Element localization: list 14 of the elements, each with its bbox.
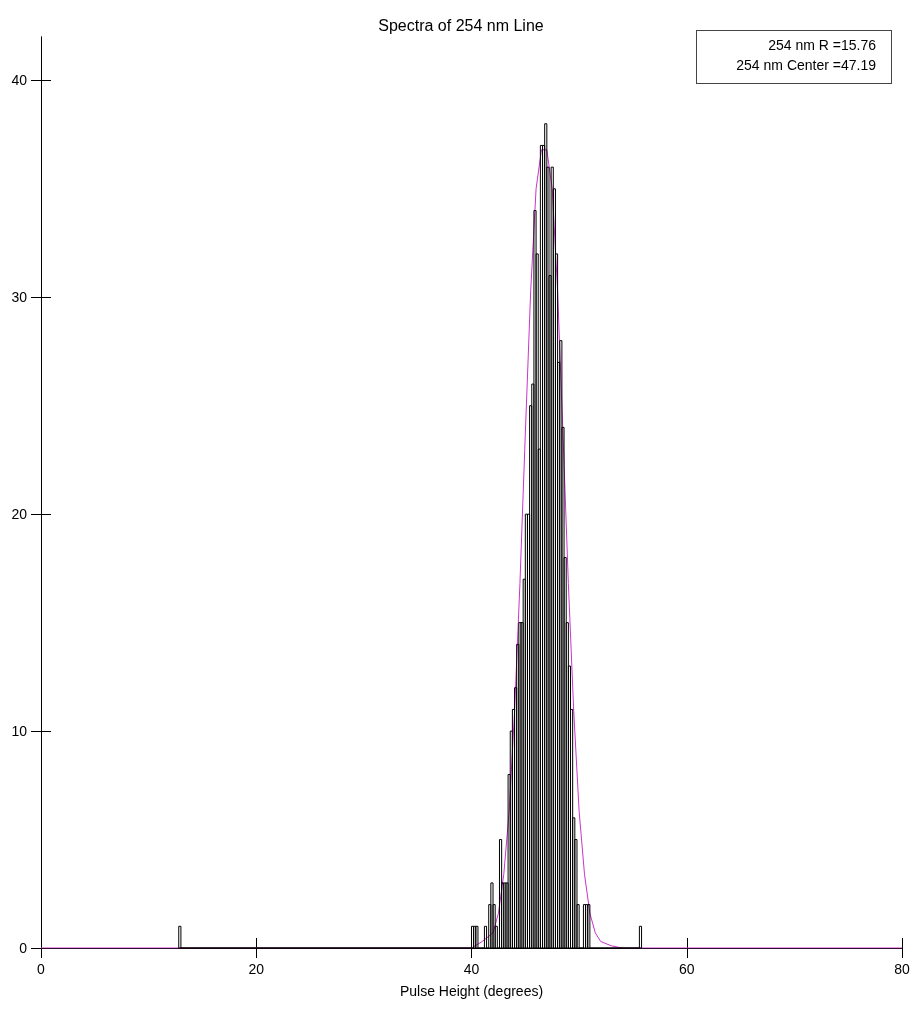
- y-tick-label: 40: [11, 72, 28, 89]
- x-tick-label: 20: [248, 961, 265, 977]
- x-tick-label: 60: [678, 961, 695, 977]
- x-tick-label: 40: [463, 961, 480, 977]
- y-tick-label: 30: [11, 289, 28, 306]
- x-axis-title: Pulse Height (degrees): [399, 983, 544, 999]
- y-tick-label: 0: [19, 940, 28, 956]
- x-tick-label: 80: [894, 961, 910, 977]
- y-tick-label: 20: [11, 506, 28, 523]
- x-tick-label: 0: [37, 961, 46, 977]
- y-tick-label: 10: [11, 723, 28, 740]
- chart-title: Spectra of 254 nm Line: [378, 16, 544, 34]
- annotation: 254 nm Center =47.19: [736, 57, 877, 73]
- annotation: 254 nm R =15.76: [768, 37, 877, 53]
